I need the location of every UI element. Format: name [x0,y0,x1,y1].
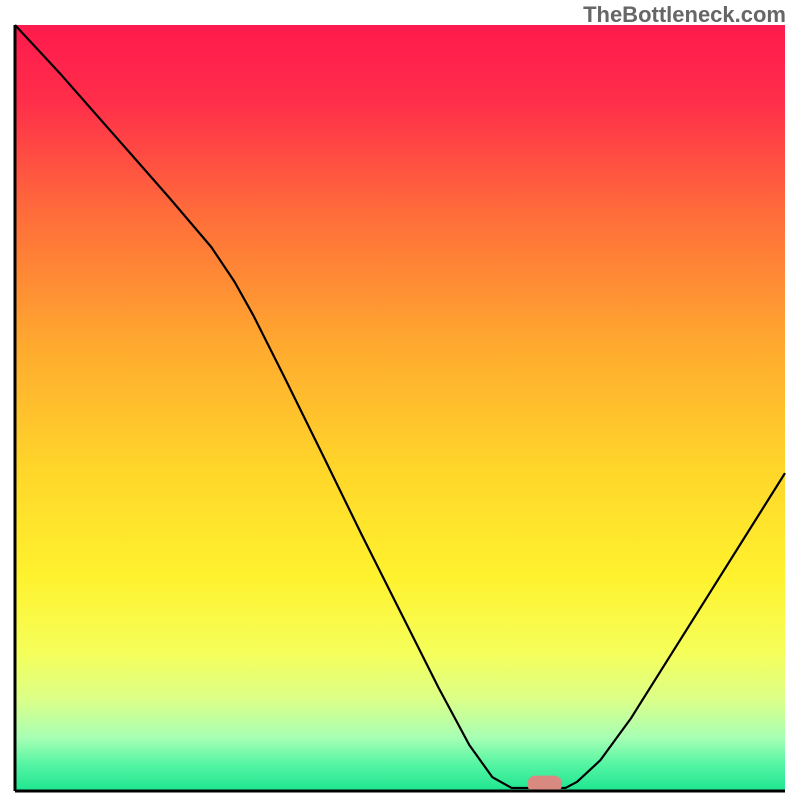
chart-background [15,25,785,791]
watermark-text: TheBottleneck.com [583,2,786,28]
chart-container: TheBottleneck.com [0,0,800,800]
bottleneck-chart [0,0,800,800]
